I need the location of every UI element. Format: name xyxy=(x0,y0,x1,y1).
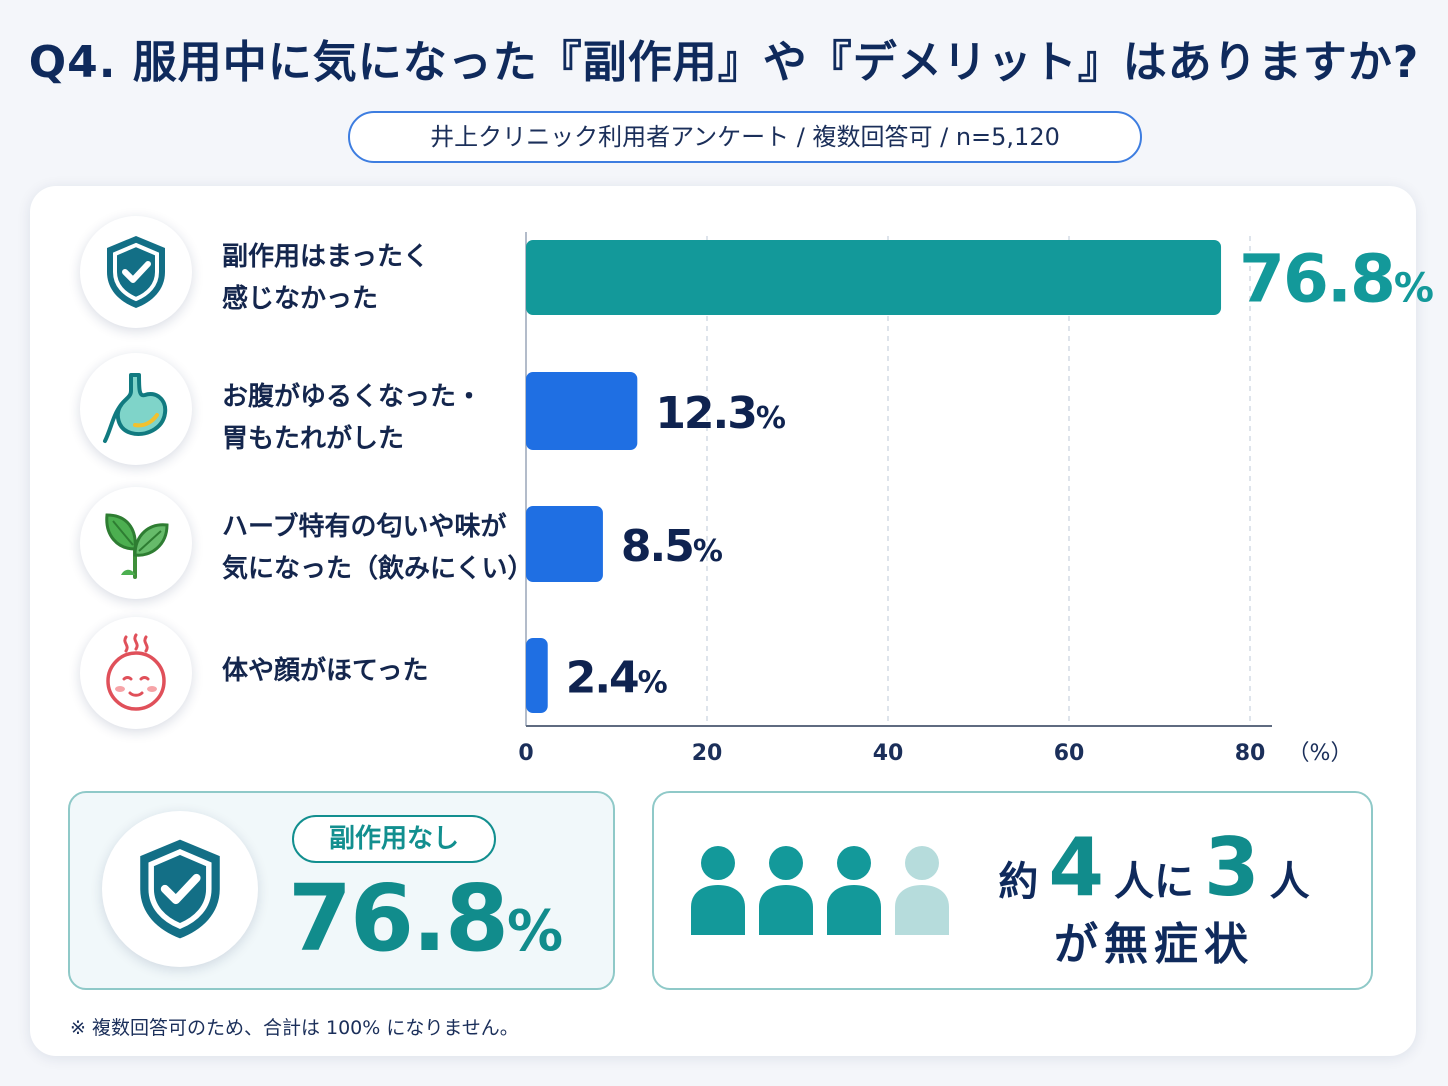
ratio-mid: 人に xyxy=(1114,859,1194,905)
category-label-line: ハーブ特有の匂いや味が xyxy=(222,512,507,542)
x-unit-label: （%） xyxy=(1288,741,1353,766)
person-icon xyxy=(895,846,949,935)
bar-value-label: 8.5% xyxy=(621,521,723,572)
category-label-line: お腹がゆるくなった・ xyxy=(222,382,483,412)
category-label: ハーブ特有の匂いや味が 気になった（飲みにくい） xyxy=(222,506,534,590)
category-label-line: 体や顔がほてった xyxy=(222,656,429,686)
bar-value-label: 2.4% xyxy=(566,653,668,704)
survey-subtitle: 井上クリニック利用者アンケート / 複数回答可 / n=5,120 xyxy=(348,111,1142,163)
person-icon xyxy=(691,846,745,935)
person-icon xyxy=(759,846,813,935)
shield-check-icon xyxy=(102,811,258,967)
x-tick-label: 40 xyxy=(873,741,904,766)
bar xyxy=(526,372,638,450)
bar xyxy=(526,506,603,582)
category-label: 体や顔がほてった xyxy=(222,650,522,692)
bar-value-label: 76.8% xyxy=(1239,241,1433,318)
x-tick-label: 80 xyxy=(1235,741,1266,766)
stomach-icon xyxy=(80,353,192,465)
footnote: ※ 複数回答可のため、合計は 100% になりません。 xyxy=(70,1017,519,1039)
category-label: お腹がゆるくなった・ 胃もたれがした xyxy=(222,376,522,460)
page-title: Q4. 服用中に気になった『副作用』や『デメリット』はありますか? xyxy=(28,37,1420,88)
ratio-suffix: 人 xyxy=(1269,859,1310,905)
people-icons xyxy=(691,846,949,935)
category-label-line: 副作用はまったく xyxy=(222,242,429,272)
ratio-prefix: 約 xyxy=(998,859,1039,905)
x-tick-label: 60 xyxy=(1054,741,1085,766)
x-tick-label: 0 xyxy=(518,741,533,766)
ratio-number: 4 xyxy=(1048,821,1104,914)
ratio-line2: が無症状 xyxy=(1054,919,1254,970)
bar xyxy=(526,638,548,713)
bar xyxy=(526,240,1222,315)
bar-value-label: 12.3% xyxy=(655,388,786,439)
summary-unit: % xyxy=(507,899,564,964)
x-tick-label: 20 xyxy=(692,741,723,766)
flushed-face-icon xyxy=(80,617,192,729)
ratio-number: 3 xyxy=(1204,821,1260,914)
category-label-line: 感じなかった xyxy=(222,284,379,314)
category-label-line: 気になった（飲みにくい） xyxy=(222,554,534,584)
summary-percentage: 76.8% xyxy=(288,865,563,972)
summary-value: 76.8 xyxy=(288,865,509,972)
category-label: 副作用はまったく 感じなかった xyxy=(222,236,522,320)
bar-chart: 0 20 40 60 80 （%） 76.8% 12.3% 8.5% 2.4% xyxy=(518,232,1435,766)
shield-check-icon xyxy=(80,216,192,328)
summary-pill: 副作用なし xyxy=(292,815,496,863)
category-label-line: 胃もたれがした xyxy=(222,424,405,454)
person-icon xyxy=(827,846,881,935)
herb-leaf-icon xyxy=(80,487,192,599)
no-side-effect-summary: 副作用なし 76.8% xyxy=(68,791,615,990)
ratio-summary: 約 4 人に 3 人 が無症状 xyxy=(652,791,1373,990)
ratio-text: 約 4 人に 3 人 が無症状 xyxy=(974,821,1334,972)
